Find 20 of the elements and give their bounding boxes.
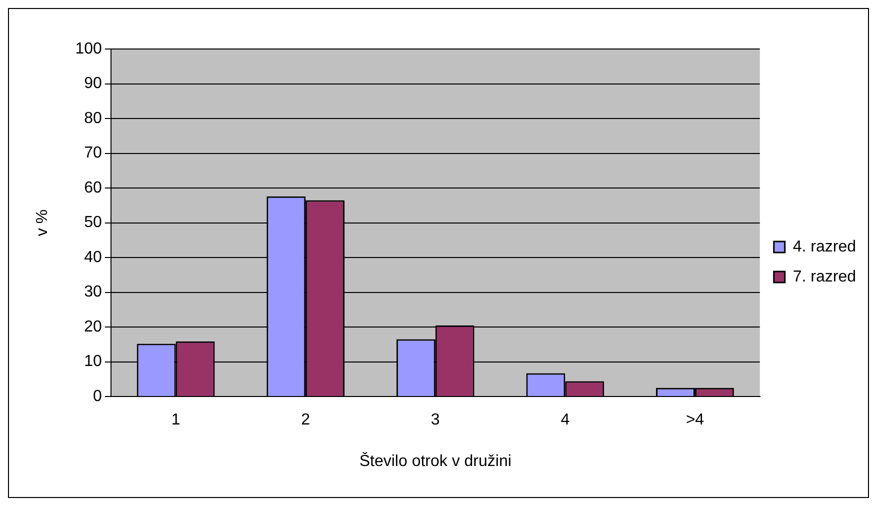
x-tick-label: 1 (171, 412, 180, 429)
y-tick-label: 50 (84, 214, 102, 232)
y-tick-label: 90 (84, 75, 102, 92)
x-tick-label: >4 (686, 412, 704, 429)
x-axis-title: Število otrok v družini (359, 452, 512, 470)
x-tick-label: 3 (430, 412, 440, 429)
y-axis-title: v % (34, 209, 52, 236)
x-tick-label: 4 (560, 412, 570, 429)
y-tick-label: 20 (84, 318, 102, 336)
y-tick-label: 60 (84, 179, 102, 196)
y-tick-label: 70 (84, 144, 102, 162)
y-tick-label: 100 (75, 40, 102, 58)
y-tick-label: 0 (92, 388, 102, 406)
x-tick-label: 2 (301, 412, 310, 429)
legend-label: 4. razred (792, 238, 856, 256)
y-tick-label: 40 (84, 248, 102, 266)
y-tick-label: 30 (84, 284, 102, 301)
y-tick-label: 10 (84, 353, 102, 370)
legend-label: 7. razred (792, 268, 856, 286)
y-tick-label: 80 (84, 110, 102, 127)
